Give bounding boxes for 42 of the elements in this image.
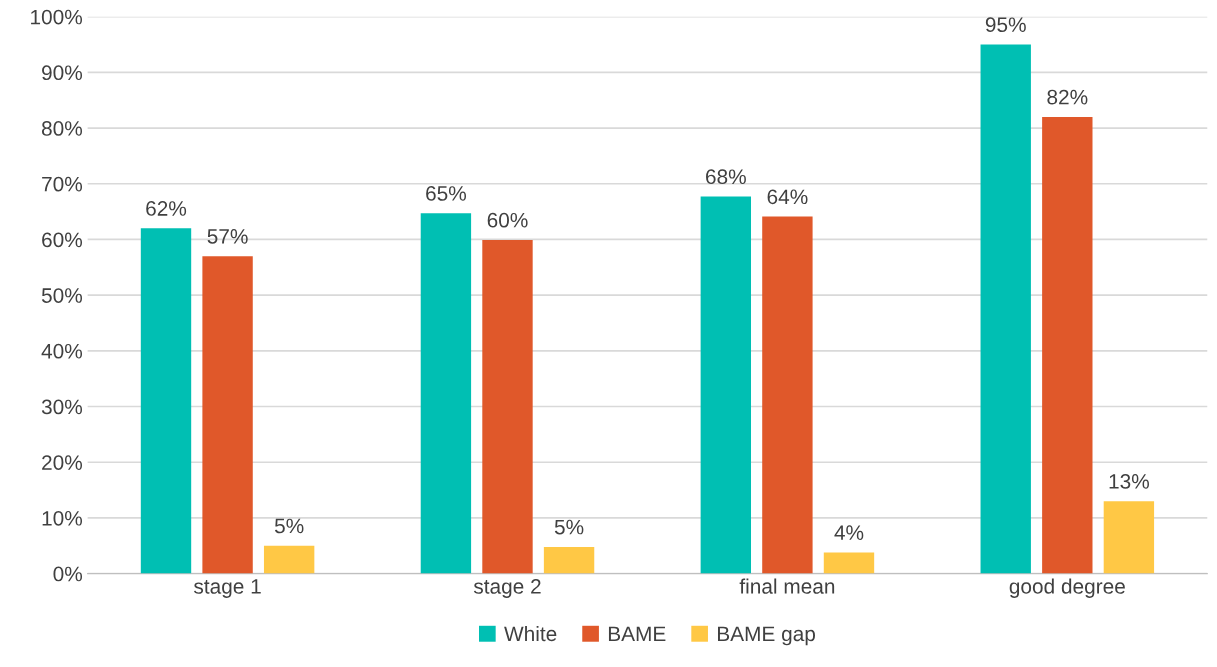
x-tick-label: final mean bbox=[739, 578, 835, 594]
data-label: 62% bbox=[146, 201, 187, 216]
bar bbox=[420, 213, 472, 574]
bar bbox=[823, 552, 875, 574]
data-label: 60% bbox=[487, 212, 528, 228]
legend-label: BAME bbox=[608, 626, 666, 641]
data-label: 68% bbox=[706, 169, 746, 185]
y-tick-label: 0% bbox=[53, 566, 83, 582]
legend-label: BAME gap bbox=[718, 626, 816, 646]
data-label: 82% bbox=[1047, 89, 1088, 105]
bar bbox=[202, 256, 253, 574]
data-label: 65% bbox=[426, 186, 467, 201]
y-tick-label: 50% bbox=[41, 288, 83, 303]
bar bbox=[263, 545, 315, 574]
data-label: 4% bbox=[834, 525, 864, 540]
x-tick-label: good degree bbox=[1009, 578, 1125, 598]
data-label: 64% bbox=[767, 189, 808, 205]
data-label: 5% bbox=[554, 519, 584, 535]
bar bbox=[700, 196, 752, 574]
y-tick-label: 10% bbox=[42, 510, 83, 526]
y-tick-label: 70% bbox=[42, 176, 83, 192]
y-tick-label: 60% bbox=[42, 232, 83, 248]
y-tick-label: 100% bbox=[31, 9, 83, 25]
bar bbox=[1103, 501, 1155, 574]
y-tick-label: 90% bbox=[42, 65, 83, 81]
data-label: 5% bbox=[274, 518, 304, 534]
y-tick-label: 20% bbox=[42, 455, 83, 470]
bar bbox=[543, 546, 595, 574]
bar bbox=[140, 228, 192, 574]
data-label: 57% bbox=[207, 229, 248, 244]
x-tick-label: stage 2 bbox=[473, 579, 541, 598]
bar bbox=[762, 216, 813, 574]
y-tick-label: 80% bbox=[41, 121, 83, 136]
y-tick-label: 30% bbox=[41, 399, 83, 415]
data-label: 95% bbox=[985, 17, 1026, 33]
legend-label: White bbox=[504, 625, 557, 642]
data-label: 13% bbox=[1109, 474, 1149, 489]
bar bbox=[980, 44, 1031, 574]
x-tick-label: stage 1 bbox=[193, 579, 261, 598]
y-tick-label: 40% bbox=[41, 343, 83, 359]
bar bbox=[1042, 116, 1093, 574]
bar bbox=[482, 240, 533, 574]
